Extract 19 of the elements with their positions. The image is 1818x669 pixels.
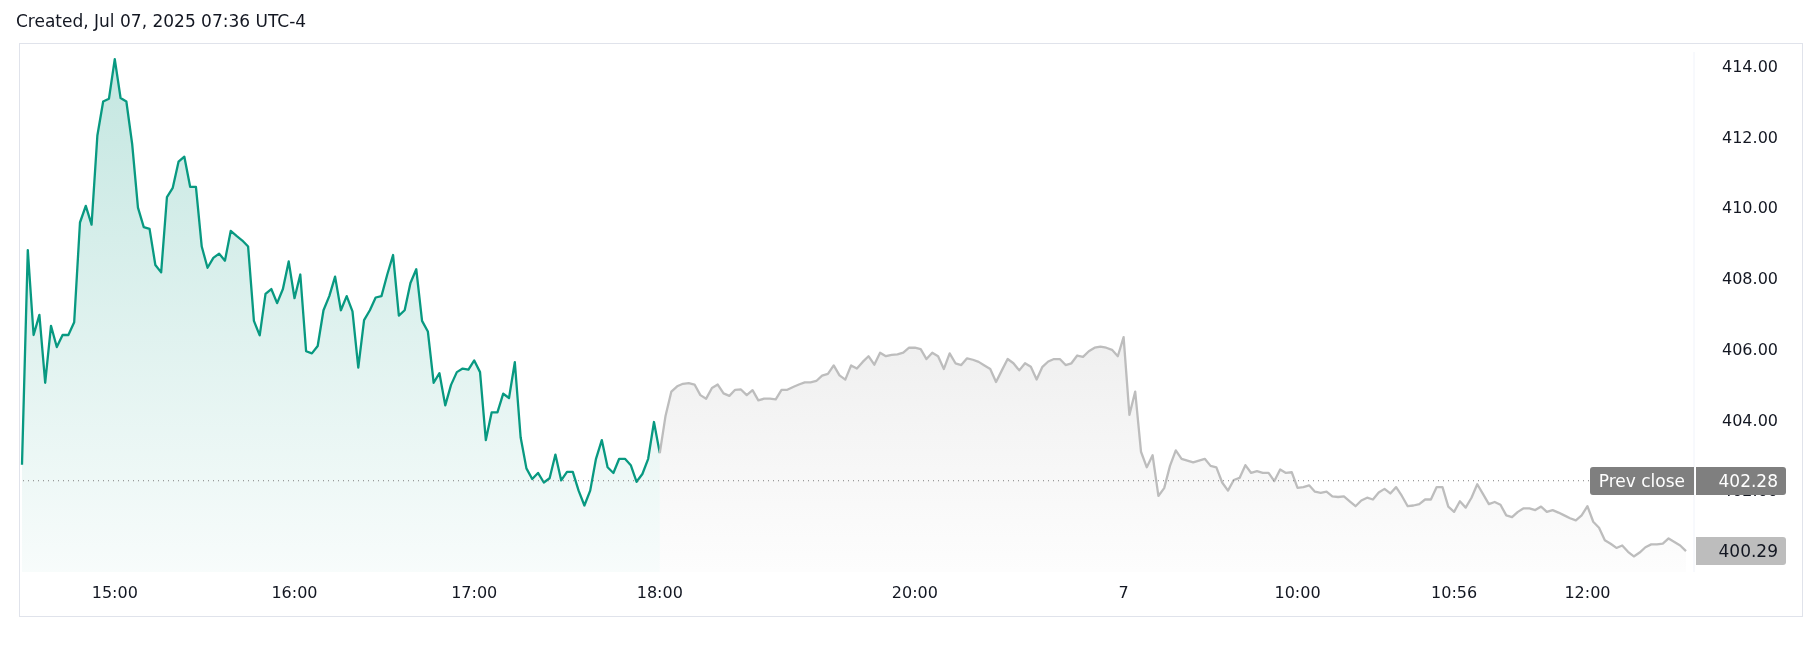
y-tick-label: 410.00 — [1722, 198, 1778, 218]
x-tick-label: 20:00 — [891, 583, 938, 602]
y-tick-label: 404.00 — [1722, 410, 1778, 430]
x-tick-label: 10:00 — [1274, 583, 1321, 602]
x-tick-label: 16:00 — [271, 583, 318, 602]
x-tick-label: 7 — [1118, 583, 1129, 602]
y-tick-label: 408.00 — [1722, 269, 1778, 289]
y-tick-label: 412.00 — [1722, 127, 1778, 147]
x-tick-label: 12:00 — [1564, 583, 1611, 602]
x-tick-label: 18:00 — [636, 583, 683, 602]
chart-title: Created, Jul 07, 2025 07:36 UTC-4 — [15, 10, 308, 33]
price-tag: Prev close — [1589, 466, 1694, 495]
x-tick-label: 15:00 — [91, 583, 138, 602]
y-tick-label: 406.00 — [1722, 339, 1778, 359]
text: 402.28 — [1696, 466, 1786, 495]
text: 400.29 — [1696, 537, 1786, 566]
y-tick-label: 414.00 — [1722, 56, 1778, 76]
x-tick-label: 17:00 — [451, 583, 498, 602]
x-tick-label: 10:56 — [1431, 583, 1478, 602]
